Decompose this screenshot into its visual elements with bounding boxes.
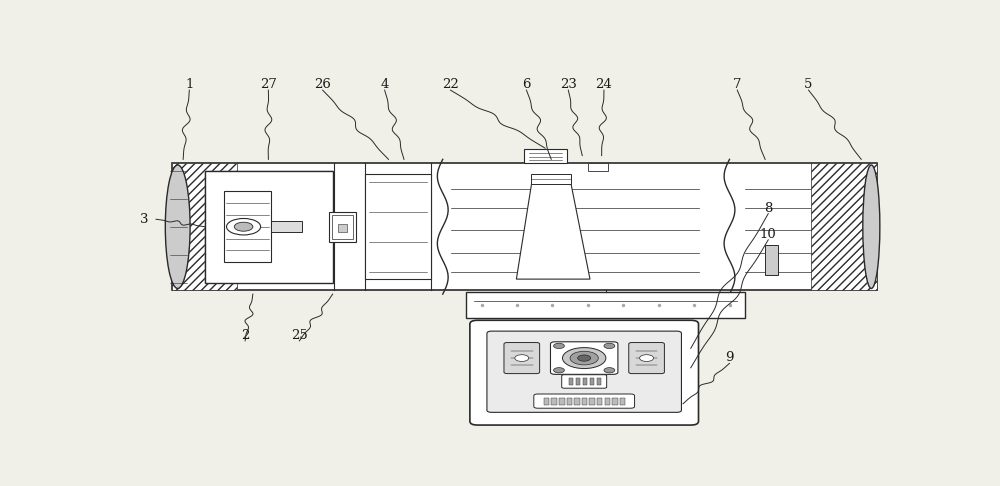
Bar bbox=[576, 379, 580, 385]
Text: 22: 22 bbox=[442, 78, 459, 91]
FancyBboxPatch shape bbox=[470, 320, 698, 425]
Text: 25: 25 bbox=[291, 329, 308, 342]
Bar bbox=[559, 398, 565, 405]
Circle shape bbox=[570, 351, 598, 365]
Text: 26: 26 bbox=[314, 78, 331, 91]
FancyBboxPatch shape bbox=[487, 331, 681, 412]
Bar bbox=[590, 379, 594, 385]
Circle shape bbox=[562, 347, 606, 368]
Bar bbox=[589, 398, 595, 405]
Text: 1: 1 bbox=[185, 78, 194, 91]
Bar bbox=[365, 174, 431, 279]
Bar bbox=[338, 224, 347, 232]
Text: 8: 8 bbox=[764, 202, 772, 214]
FancyBboxPatch shape bbox=[504, 343, 540, 374]
Bar bbox=[524, 149, 567, 163]
FancyBboxPatch shape bbox=[534, 394, 635, 408]
Bar bbox=[574, 398, 580, 405]
Bar bbox=[205, 171, 333, 283]
Text: 2: 2 bbox=[241, 329, 249, 342]
Circle shape bbox=[554, 367, 564, 373]
Bar bbox=[329, 212, 356, 242]
Bar bbox=[205, 171, 333, 283]
Bar bbox=[588, 163, 608, 171]
Bar bbox=[612, 398, 618, 405]
Bar bbox=[605, 398, 610, 405]
Bar bbox=[569, 379, 573, 385]
Polygon shape bbox=[516, 182, 590, 279]
FancyBboxPatch shape bbox=[562, 375, 607, 388]
Circle shape bbox=[604, 367, 615, 373]
Circle shape bbox=[227, 219, 261, 235]
Ellipse shape bbox=[863, 165, 880, 289]
Text: 24: 24 bbox=[596, 78, 612, 91]
Bar bbox=[224, 191, 271, 262]
FancyBboxPatch shape bbox=[629, 343, 664, 374]
FancyBboxPatch shape bbox=[550, 342, 618, 374]
Text: 3: 3 bbox=[140, 213, 149, 226]
Bar bbox=[271, 221, 302, 232]
Bar bbox=[531, 174, 571, 184]
Circle shape bbox=[578, 355, 591, 361]
Bar bbox=[544, 398, 549, 405]
Bar bbox=[332, 215, 353, 239]
Text: 27: 27 bbox=[260, 78, 277, 91]
Bar bbox=[620, 398, 625, 405]
Bar bbox=[597, 398, 602, 405]
Ellipse shape bbox=[165, 165, 190, 289]
Bar bbox=[582, 398, 587, 405]
Text: 7: 7 bbox=[733, 78, 742, 91]
Circle shape bbox=[515, 355, 529, 362]
Bar bbox=[551, 398, 557, 405]
Circle shape bbox=[640, 355, 654, 362]
Text: 23: 23 bbox=[560, 78, 577, 91]
Bar bbox=[583, 379, 587, 385]
Text: 5: 5 bbox=[804, 78, 813, 91]
Text: 4: 4 bbox=[380, 78, 389, 91]
Text: 10: 10 bbox=[760, 228, 777, 241]
Circle shape bbox=[234, 222, 253, 231]
Circle shape bbox=[604, 343, 615, 348]
Bar bbox=[567, 398, 572, 405]
Text: 9: 9 bbox=[725, 351, 734, 364]
Bar bbox=[765, 245, 778, 276]
Bar bbox=[466, 292, 745, 318]
Text: 6: 6 bbox=[522, 78, 531, 91]
Bar bbox=[811, 163, 877, 290]
Bar bbox=[172, 163, 237, 290]
Bar bbox=[172, 163, 877, 290]
Circle shape bbox=[554, 343, 564, 348]
Bar bbox=[597, 379, 601, 385]
